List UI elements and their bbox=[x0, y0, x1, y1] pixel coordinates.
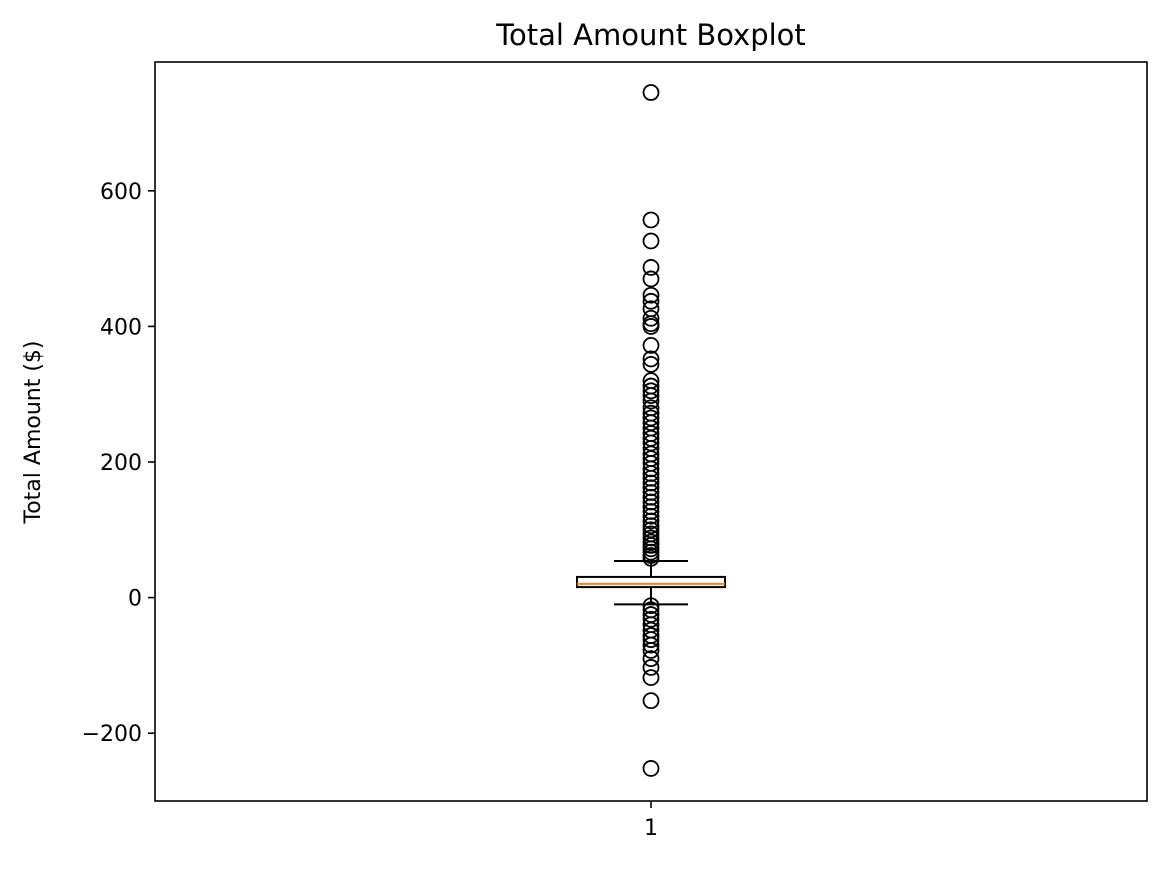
y-tick-label: −200 bbox=[82, 722, 142, 747]
y-tick-label: 0 bbox=[128, 587, 142, 612]
outlier-point bbox=[642, 597, 660, 615]
outlier-point bbox=[642, 549, 660, 567]
outlier-point bbox=[642, 259, 660, 276]
y-tick-label: 400 bbox=[100, 315, 142, 340]
outlier-point bbox=[642, 512, 660, 530]
outlier-point bbox=[642, 270, 660, 288]
outlier-point bbox=[642, 84, 660, 101]
outlier-point bbox=[642, 292, 660, 310]
outlier-point bbox=[642, 392, 660, 410]
outlier-point bbox=[642, 659, 660, 676]
outlier-point bbox=[642, 286, 660, 304]
outlier-point bbox=[642, 387, 660, 404]
y-tick-label: 200 bbox=[100, 451, 142, 476]
plot-frame bbox=[154, 61, 1148, 802]
outlier-point bbox=[642, 336, 660, 354]
outlier-point bbox=[642, 382, 660, 400]
outlier-point bbox=[642, 669, 660, 687]
outlier-point bbox=[642, 350, 660, 368]
outlier-point bbox=[642, 642, 660, 659]
outlier-point bbox=[642, 517, 660, 535]
outlier-point bbox=[642, 211, 660, 229]
box-group bbox=[576, 559, 726, 606]
y-axis-ticks: −200 0 200 400 600 bbox=[82, 180, 155, 747]
y-axis-label: Total Amount ($) bbox=[21, 341, 46, 525]
outlier-point bbox=[642, 636, 660, 654]
outlier-point bbox=[642, 610, 660, 628]
outlier-point bbox=[642, 507, 660, 525]
outlier-point bbox=[642, 355, 660, 373]
outlier-point bbox=[642, 650, 660, 668]
outlier-point bbox=[642, 631, 660, 649]
outlier-point bbox=[642, 309, 660, 327]
outlier-point bbox=[642, 760, 660, 777]
chart-title: Total Amount Boxplot bbox=[495, 18, 806, 52]
outlier-points bbox=[642, 84, 660, 777]
outlier-point bbox=[642, 692, 660, 710]
box-iqr bbox=[576, 575, 726, 589]
outlier-point bbox=[642, 318, 660, 335]
y-tick-label: 600 bbox=[100, 180, 142, 205]
outlier-point bbox=[642, 232, 660, 250]
x-tick-label: 1 bbox=[644, 816, 658, 841]
x-axis-ticks: 1 bbox=[644, 801, 658, 841]
